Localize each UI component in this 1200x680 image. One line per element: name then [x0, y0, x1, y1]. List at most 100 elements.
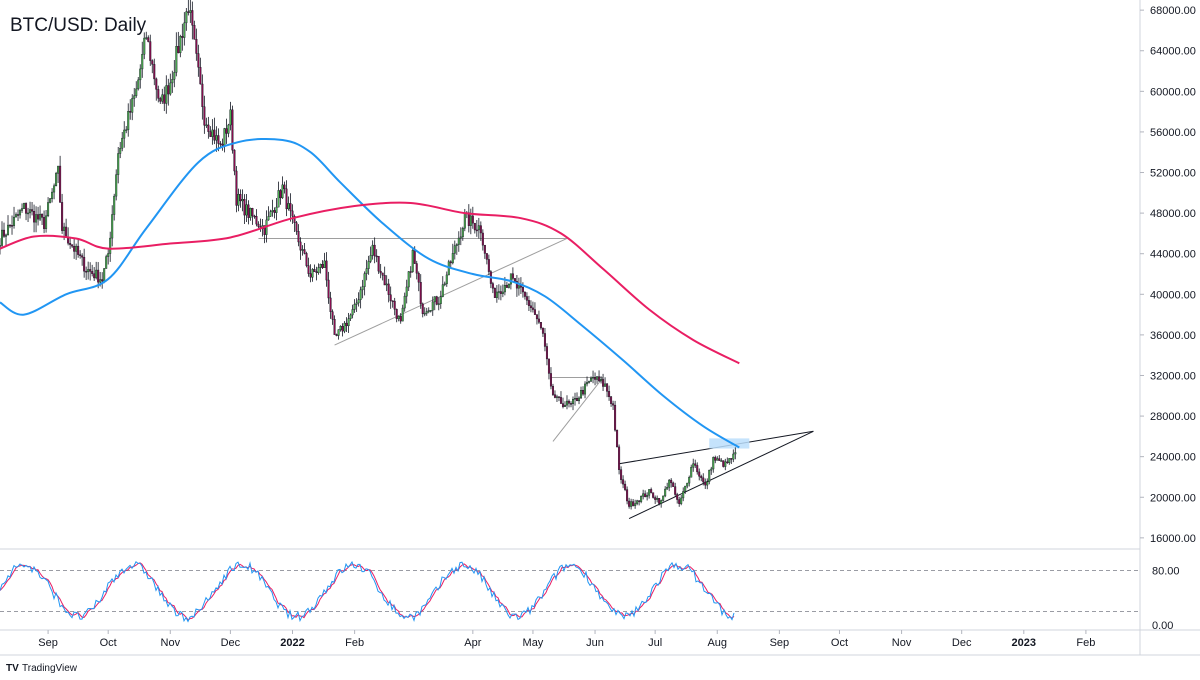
- candle-down: [553, 394, 556, 398]
- time-tick-label: Oct: [100, 637, 117, 649]
- candle-down: [289, 203, 292, 212]
- candle-up: [127, 111, 130, 130]
- candle-up: [443, 283, 446, 286]
- candle-down: [389, 294, 392, 301]
- candle-down: [293, 216, 296, 223]
- candle-down: [598, 376, 601, 382]
- candle-down: [626, 489, 629, 502]
- candle-up: [507, 283, 510, 288]
- candle-up: [51, 191, 54, 199]
- oscillator-pane: [0, 560, 1140, 623]
- time-tick-label: May: [523, 637, 544, 649]
- candle-up: [0, 245, 2, 247]
- candle-down: [614, 404, 617, 431]
- candle-up: [668, 479, 671, 488]
- candle-up: [215, 135, 218, 141]
- candle-up: [205, 124, 208, 127]
- candle-up: [684, 485, 687, 492]
- candle-down: [291, 210, 294, 217]
- candles: [0, 0, 737, 510]
- candle-up: [367, 261, 370, 269]
- time-tick-label: Dec: [221, 637, 241, 649]
- candle-down: [221, 143, 224, 146]
- candle-up: [111, 214, 114, 239]
- candle-down: [409, 271, 412, 273]
- candle-up: [648, 489, 651, 496]
- candle-down: [313, 269, 316, 272]
- candle-down: [670, 479, 673, 484]
- candle-up: [646, 495, 649, 498]
- candle-down: [79, 254, 82, 256]
- candle-up: [49, 198, 52, 203]
- candle-down: [253, 215, 256, 218]
- candle-down: [549, 373, 552, 387]
- tradingview-logo-icon: TV: [6, 663, 19, 674]
- candle-up: [596, 376, 599, 380]
- candle-down: [391, 300, 394, 302]
- candle-down: [387, 283, 390, 295]
- candle-down: [373, 244, 376, 257]
- candle-down: [219, 143, 222, 145]
- candle-down: [449, 261, 452, 264]
- candle-down: [594, 376, 597, 380]
- candle-down: [419, 282, 422, 305]
- candle-down: [435, 296, 438, 305]
- candle-down: [167, 85, 170, 95]
- time-tick-label: Feb: [345, 637, 364, 649]
- price-tick-label: 36000.00: [1150, 330, 1196, 342]
- candle-up: [640, 496, 643, 502]
- axes: 68000.00 64000.00 60000.00 56000.00 52000.00…: [0, 0, 1200, 656]
- price-tick-label: 20000.00: [1150, 492, 1196, 504]
- candle-down: [483, 244, 486, 254]
- candle-up: [455, 244, 458, 246]
- candle-up: [712, 457, 715, 470]
- candle-down: [177, 46, 180, 54]
- candle-down: [243, 199, 246, 216]
- candle-down: [608, 391, 611, 397]
- trendlines: [258, 237, 814, 520]
- candle-up: [565, 400, 568, 406]
- candle-up: [339, 325, 342, 330]
- candle-down: [674, 486, 677, 495]
- candle-down: [33, 211, 36, 223]
- candle-down: [527, 300, 530, 306]
- candle-up: [107, 253, 110, 257]
- candle-down: [195, 39, 198, 54]
- price-tick-label: 60000.00: [1150, 86, 1196, 98]
- candle-down: [159, 98, 162, 102]
- candle-up: [497, 291, 500, 293]
- candle-up: [501, 291, 504, 294]
- candle-up: [139, 68, 142, 81]
- candle-down: [225, 128, 228, 134]
- candle-down: [543, 333, 546, 347]
- candle-down: [375, 255, 378, 258]
- candle-down: [487, 259, 490, 272]
- candle-up: [145, 37, 148, 39]
- candle-up: [311, 269, 314, 278]
- price-tick-label: 56000.00: [1150, 127, 1196, 139]
- candle-up: [688, 477, 691, 484]
- price-tick-label: 64000.00: [1150, 46, 1196, 58]
- candle-down: [383, 275, 386, 286]
- candle-down: [155, 78, 158, 90]
- candle-up: [185, 11, 188, 24]
- candle-down: [513, 278, 516, 282]
- time-tick-label: Oct: [831, 637, 848, 649]
- candle-down: [545, 346, 548, 360]
- candle-up: [165, 85, 168, 104]
- candle-up: [211, 129, 214, 137]
- candle-down: [726, 461, 729, 464]
- candle-down: [157, 89, 160, 99]
- candle-up: [87, 269, 90, 273]
- time-tick-label: 2023: [1012, 637, 1036, 649]
- candle-up: [7, 224, 10, 236]
- candle-up: [459, 236, 462, 239]
- candle-down: [499, 291, 502, 294]
- candle-up: [477, 225, 480, 231]
- candle-up: [423, 312, 426, 315]
- candle-down: [638, 500, 641, 502]
- candle-down: [698, 471, 701, 477]
- candle-down: [471, 215, 474, 224]
- candle-up: [355, 302, 358, 305]
